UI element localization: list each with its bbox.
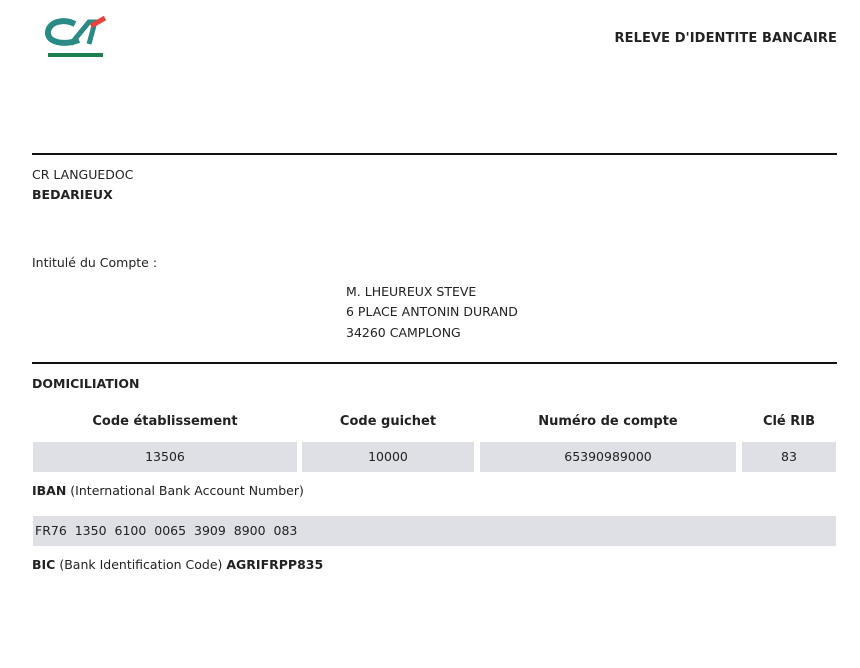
header-numero-compte: Numéro de compte	[538, 414, 678, 429]
header-cle-rib: Clé RIB	[762, 414, 816, 429]
holder-name: M. LHEUREUX STEVE	[346, 284, 477, 299]
document-title: RELEVE D'IDENTITE BANCAIRE	[614, 31, 837, 46]
header-code-etablissement: Code établissement	[92, 414, 238, 429]
code-guichet-value: 10000	[302, 442, 474, 472]
iban-description: (International Bank Account Number)	[66, 483, 304, 498]
divider	[32, 362, 837, 364]
account-title-label: Intitulé du Compte :	[32, 255, 158, 270]
numero-compte-value: 65390989000	[480, 442, 736, 472]
domiciliation-label: DOMICILIATION	[32, 376, 140, 391]
iban-label: IBAN (International Bank Account Number)	[32, 483, 304, 498]
branch-name: BEDARIEUX	[32, 187, 113, 202]
bank-name: CR LANGUEDOC	[32, 167, 134, 182]
holder-address: 6 PLACE ANTONIN DURAND	[346, 304, 518, 319]
header-code-guichet: Code guichet	[339, 414, 437, 429]
bic-line: BIC (Bank Identification Code) AGRIFRPP8…	[32, 557, 323, 572]
bic-value: AGRIFRPP835	[226, 557, 324, 572]
credit-agricole-logo	[45, 15, 107, 63]
code-etablissement-value: 13506	[33, 442, 297, 472]
holder-city: 34260 CAMPLONG	[346, 325, 461, 340]
divider	[32, 153, 837, 155]
iban-label-strong: IBAN	[32, 483, 67, 498]
cle-rib-value: 83	[742, 442, 836, 472]
bic-description: (Bank Identification Code)	[55, 557, 227, 572]
iban-value: FR76 1350 6100 0065 3909 8900 083	[33, 516, 836, 546]
bic-label: BIC	[32, 557, 56, 572]
